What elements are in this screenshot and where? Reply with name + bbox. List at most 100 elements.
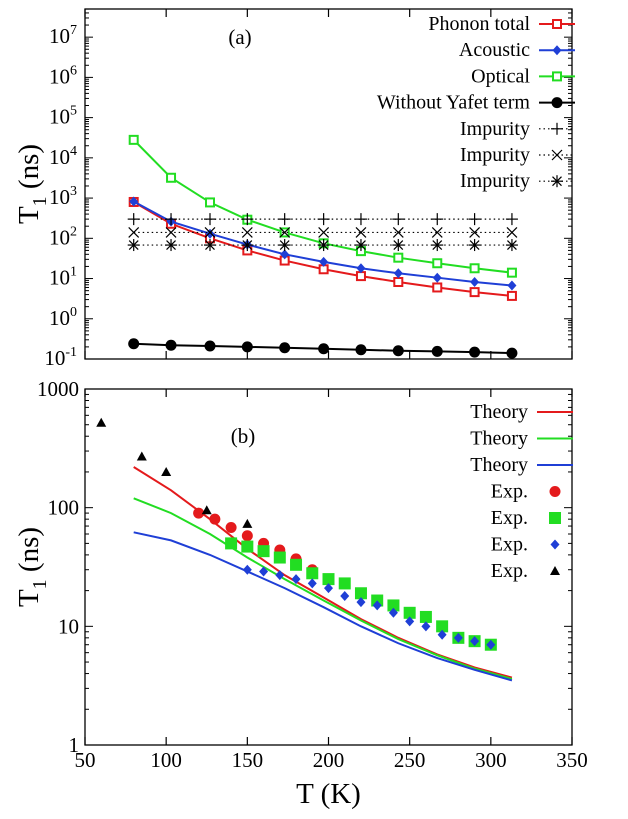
y-tick-label: 1: [69, 733, 80, 757]
legend-marker: [549, 486, 561, 497]
data-point: [128, 134, 139, 145]
data-point: [242, 518, 253, 528]
legend-marker: [551, 97, 563, 109]
data-point: [161, 466, 172, 476]
data-point: [204, 340, 216, 352]
data-point: [393, 252, 404, 263]
data-point-d2: [432, 240, 443, 250]
legend: Phonon total Acoustic Optical Without Yafet…: [377, 13, 575, 192]
data-point: [431, 227, 443, 238]
data-point: [241, 540, 254, 553]
data-point: [127, 239, 140, 252]
legend-label: Optical: [471, 65, 530, 87]
data-point: [393, 268, 403, 279]
legend-label: Exp.: [491, 560, 528, 582]
panel-b: 50 100 150 200 250 300 350 1 10 100 1000 T1 (ns) T (…: [13, 377, 588, 810]
data-point: [193, 507, 205, 519]
legend-label: Exp.: [491, 507, 528, 529]
data-point: [136, 451, 147, 461]
legend-marker: [551, 149, 563, 161]
data-point: [278, 239, 291, 252]
data-point-d2: [128, 227, 140, 238]
data-point: [431, 345, 443, 357]
data-point-d2: [204, 227, 216, 238]
data-point: [241, 213, 254, 226]
legend-label: Acoustic: [459, 39, 530, 61]
data-point: [317, 239, 330, 252]
data-point-d2: [469, 227, 481, 238]
data-point: [338, 577, 351, 590]
data-point: [242, 564, 252, 575]
data-point: [127, 213, 140, 226]
y-tick-label: 103: [49, 184, 77, 209]
data-point: [225, 522, 237, 534]
y-axis-title: T1 (ns): [13, 527, 51, 607]
data-point: [468, 213, 481, 226]
data-point: [506, 347, 518, 359]
data-point: [129, 196, 139, 207]
panel-label: (a): [228, 25, 251, 49]
series-5: [128, 227, 518, 238]
x-axis-title: T (K): [296, 778, 361, 810]
y-tick-label: 1000: [37, 377, 79, 401]
y-axis-title: T1 (ns): [13, 144, 51, 224]
series-line: [132, 139, 513, 274]
y-tick-label: 100: [49, 305, 77, 330]
data-point: [241, 239, 254, 252]
data-point: [437, 629, 447, 640]
data-point: [273, 551, 286, 564]
data-point: [405, 616, 415, 627]
data-point: [165, 227, 177, 238]
legend-label: Exp.: [491, 534, 528, 556]
data-point-d2: [242, 240, 253, 250]
legend-marker: [551, 122, 563, 135]
x-tick-label: 200: [313, 748, 345, 772]
data-point: [469, 287, 480, 298]
data-point-d2: [166, 240, 176, 250]
series-0: [133, 466, 513, 679]
y-tick-label: 101: [49, 265, 77, 290]
data-point: [241, 341, 253, 353]
x-tick-label: 300: [475, 748, 507, 772]
data-point: [393, 277, 404, 288]
data-point: [436, 620, 449, 633]
x-tick-label: 150: [232, 748, 264, 772]
data-point: [506, 267, 517, 278]
legend-marker: [552, 19, 562, 29]
data-point: [290, 558, 303, 571]
data-point: [203, 213, 216, 226]
data-point: [354, 587, 367, 600]
data-point: [354, 239, 367, 252]
data-point: [432, 258, 443, 269]
data-point-d2: [165, 227, 177, 238]
data-point-d2: [392, 227, 404, 238]
series-line: [133, 497, 513, 680]
legend-marker: [550, 566, 560, 575]
y-tick-label: 10-1: [44, 345, 77, 370]
legend-marker: [552, 45, 562, 56]
data-point-d2: [356, 240, 366, 250]
data-point: [505, 239, 518, 252]
y-tick-label: 105: [49, 104, 77, 129]
legend-marker-d2: [551, 149, 563, 161]
data-point-d2: [507, 240, 517, 250]
data-point: [241, 227, 253, 238]
y-tick-label: 102: [49, 224, 77, 249]
legend-label: Theory: [470, 454, 528, 476]
y-tick-label: 104: [49, 144, 77, 169]
data-point: [506, 290, 517, 301]
data-point-d2: [469, 240, 480, 250]
data-point: [205, 228, 215, 239]
legend-label: Theory: [470, 401, 528, 423]
data-point: [204, 197, 215, 208]
legend-label: Impurity: [460, 118, 530, 140]
legend-label: Impurity: [460, 170, 530, 192]
data-point: [355, 271, 366, 282]
legend-marker: [552, 71, 562, 82]
data-point: [387, 599, 400, 612]
data-point: [453, 632, 463, 643]
series-0: [128, 196, 517, 301]
data-point: [128, 227, 140, 238]
legend-label: Exp.: [491, 481, 528, 503]
